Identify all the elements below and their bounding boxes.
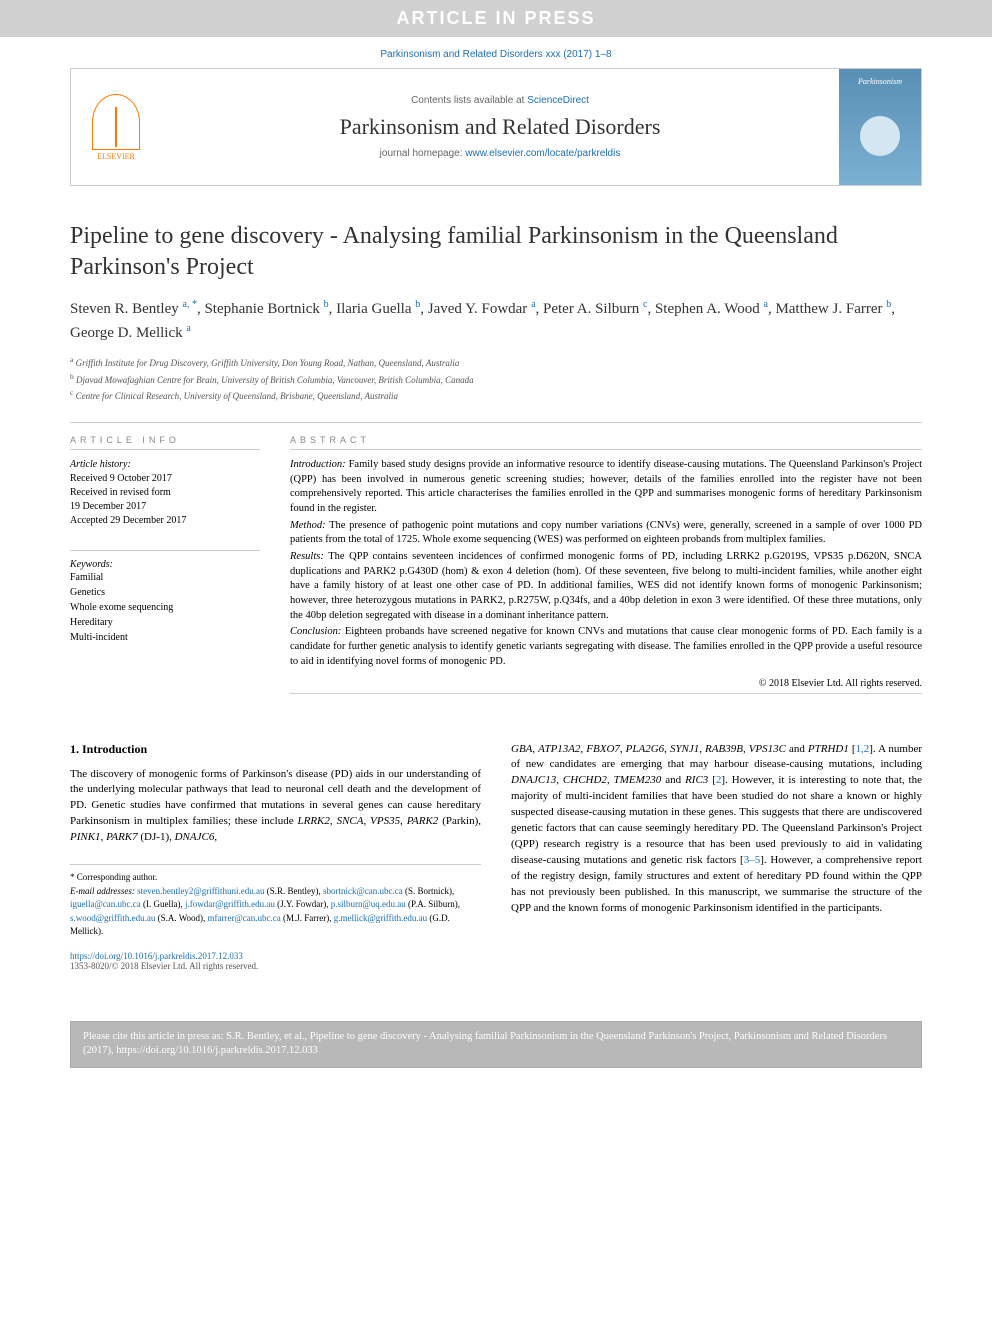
abstract-text: Introduction: Family based study designs… (290, 458, 922, 670)
journal-header: ELSEVIER Contents lists available at Sci… (70, 68, 922, 186)
body-paragraph: GBA, ATP13A2, FBXO7, PLA2G6, SYNJ1, RAB3… (511, 742, 922, 917)
authors-list: Steven R. Bentley a, *, Stephanie Bortni… (70, 297, 922, 344)
keywords-list: Familial Genetics Whole exome sequencing… (70, 570, 260, 645)
affiliation: c Centre for Clinical Research, Universi… (70, 387, 922, 404)
journal-reference: Parkinsonism and Related Disorders xxx (… (70, 37, 922, 68)
contents-line: Contents lists available at ScienceDirec… (161, 95, 839, 106)
citation-box: Please cite this article in press as: S.… (70, 1021, 922, 1068)
header-center: Contents lists available at ScienceDirec… (161, 69, 839, 185)
doi-copyright: 1353-8020/© 2018 Elsevier Ltd. All right… (70, 961, 481, 971)
body-column-right: GBA, ATP13A2, FBXO7, PLA2G6, SYNJ1, RAB3… (511, 742, 922, 971)
article-info-heading: ARTICLE INFO (70, 435, 260, 445)
abstract-copyright: © 2018 Elsevier Ltd. All rights reserved… (290, 678, 922, 689)
affiliation: a Griffith Institute for Drug Discovery,… (70, 354, 922, 371)
journal-cover-thumbnail: Parkinsonism (839, 69, 921, 185)
affiliation: b Djavad Mowafaghian Centre for Brain, U… (70, 371, 922, 388)
cover-graphic-icon (860, 116, 900, 156)
journal-name: Parkinsonism and Related Disorders (161, 114, 839, 140)
abstract-heading: ABSTRACT (290, 435, 922, 445)
body-two-column: 1. Introduction The discovery of monogen… (70, 742, 922, 971)
abstract-column: ABSTRACT Introduction: Family based stud… (290, 435, 922, 702)
homepage-line: journal homepage: www.elsevier.com/locat… (161, 148, 839, 159)
article-history: Article history: Received 9 October 2017… (70, 458, 260, 528)
divider (70, 422, 922, 423)
body-column-left: 1. Introduction The discovery of monogen… (70, 742, 481, 971)
affiliations: a Griffith Institute for Drug Discovery,… (70, 354, 922, 404)
article-in-press-banner: ARTICLE IN PRESS (0, 0, 992, 37)
section-heading: 1. Introduction (70, 742, 481, 757)
elsevier-tree-icon (92, 94, 140, 150)
info-abstract-row: ARTICLE INFO Article history: Received 9… (70, 435, 922, 702)
sciencedirect-link[interactable]: ScienceDirect (527, 95, 589, 106)
article-title: Pipeline to gene discovery - Analysing f… (70, 221, 922, 283)
body-paragraph: The discovery of monogenic forms of Park… (70, 767, 481, 847)
doi-link[interactable]: https://doi.org/10.1016/j.parkreldis.201… (70, 951, 481, 961)
corresponding-author-note: * Corresponding author. (70, 871, 481, 885)
email-addresses: E-mail addresses: steven.bentley2@griffi… (70, 885, 481, 939)
page-content: Parkinsonism and Related Disorders xxx (… (0, 37, 992, 1001)
keywords-block: Keywords: Familial Genetics Whole exome … (70, 550, 260, 645)
elsevier-logo: ELSEVIER (71, 69, 161, 185)
elsevier-label: ELSEVIER (97, 152, 135, 161)
footnotes: * Corresponding author. E-mail addresses… (70, 864, 481, 939)
journal-homepage-link[interactable]: www.elsevier.com/locate/parkreldis (465, 148, 620, 159)
article-info-column: ARTICLE INFO Article history: Received 9… (70, 435, 260, 702)
